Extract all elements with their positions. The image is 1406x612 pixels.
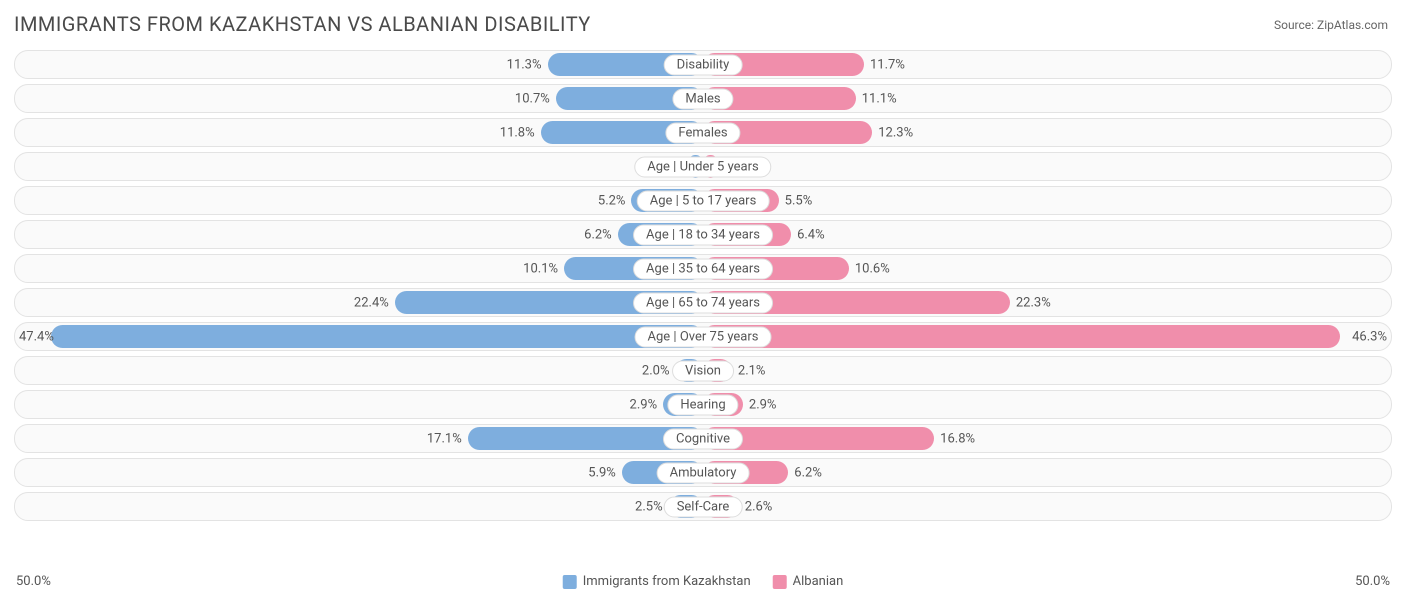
chart-row: 2.0% 2.1% Vision: [14, 356, 1392, 385]
axis-max-left: 50.0%: [16, 574, 51, 589]
chart-row: 10.7% 11.1% Males: [14, 84, 1392, 113]
legend-label-left: Immigrants from Kazakhstan: [583, 574, 751, 589]
value-right: 2.1%: [738, 363, 766, 378]
legend-swatch-right: [773, 575, 787, 589]
chart-row: 11.3% 11.7% Disability: [14, 50, 1392, 79]
category-label: Age | 5 to 17 years: [637, 190, 770, 211]
category-label: Disability: [664, 54, 743, 75]
legend-label-right: Albanian: [793, 574, 844, 589]
category-label: Self-Care: [664, 496, 743, 517]
value-left: 22.4%: [354, 295, 389, 310]
value-left: 11.3%: [507, 57, 542, 72]
chart-row: 2.5% 2.6%Self-Care: [14, 492, 1392, 521]
chart-row: 5.2% 5.5% Age | 5 to 17 years: [14, 186, 1392, 215]
value-right: 5.5%: [785, 193, 813, 208]
category-label: Cognitive: [663, 428, 743, 449]
value-right: 2.6%: [745, 499, 773, 514]
chart-row: 6.2% 6.4% Age | 18 to 34 years: [14, 220, 1392, 249]
value-left: 5.9%: [588, 465, 616, 480]
value-right: 46.3%: [1352, 329, 1387, 344]
category-label: Age | 35 to 64 years: [633, 258, 773, 279]
value-left: 2.9%: [630, 397, 658, 412]
category-label: Age | 18 to 34 years: [633, 224, 773, 245]
value-right: 2.9%: [749, 397, 777, 412]
category-label: Females: [665, 122, 740, 143]
legend-item-right: Albanian: [773, 574, 844, 589]
category-label: Males: [672, 88, 733, 109]
value-left: 47.4%: [19, 329, 54, 344]
value-left: 17.1%: [427, 431, 462, 446]
chart-row: 1.1%1.1%Age | Under 5 years: [14, 152, 1392, 181]
value-right: 6.2%: [794, 465, 822, 480]
diverging-bar-chart: 11.3% 11.7% Disability 10.7% 11.1% Males 11.8%…: [14, 50, 1392, 572]
chart-row: 22.4% 22.3% Age | 65 to 74 years: [14, 288, 1392, 317]
value-right: 6.4%: [797, 227, 825, 242]
source-attribution: Source: ZipAtlas.com: [1274, 18, 1388, 32]
chart-row: 5.9% 6.2% Ambulatory: [14, 458, 1392, 487]
category-label: Ambulatory: [657, 462, 750, 483]
chart-row: 2.9% 2.9% Hearing: [14, 390, 1392, 419]
value-left: 11.8%: [500, 125, 535, 140]
value-right: 11.1%: [862, 91, 897, 106]
chart-row: 10.1% 10.6% Age | 35 to 64 years: [14, 254, 1392, 283]
category-label: Age | Over 75 years: [635, 326, 772, 347]
value-left: 2.5%: [635, 499, 663, 514]
value-right: 11.7%: [870, 57, 905, 72]
chart-row: 47.4% 46.3% Age | Over 75 years: [14, 322, 1392, 351]
category-label: Age | Under 5 years: [634, 156, 771, 177]
value-right: 12.3%: [878, 125, 913, 140]
axis-max-right: 50.0%: [1355, 574, 1390, 589]
chart-row: 11.8% 12.3% Females: [14, 118, 1392, 147]
category-label: Age | 65 to 74 years: [633, 292, 773, 313]
legend: Immigrants from Kazakhstan Albanian: [563, 574, 844, 589]
chart-row: 17.1% 16.8% Cognitive: [14, 424, 1392, 453]
bar-right: [703, 325, 1340, 348]
value-right: 22.3%: [1016, 295, 1051, 310]
chart-title: IMMIGRANTS FROM KAZAKHSTAN VS ALBANIAN D…: [14, 12, 591, 36]
value-left: 10.1%: [523, 261, 558, 276]
value-left: 10.7%: [515, 91, 550, 106]
axis-footer: 50.0% Immigrants from Kazakhstan Albania…: [14, 574, 1392, 594]
value-left: 5.2%: [598, 193, 626, 208]
value-right: 10.6%: [855, 261, 890, 276]
value-left: 6.2%: [584, 227, 612, 242]
legend-swatch-left: [563, 575, 577, 589]
category-label: Vision: [672, 360, 734, 381]
legend-item-left: Immigrants from Kazakhstan: [563, 574, 751, 589]
category-label: Hearing: [667, 394, 738, 415]
value-left: 2.0%: [642, 363, 670, 378]
value-right: 16.8%: [940, 431, 975, 446]
bar-left: [51, 325, 703, 348]
